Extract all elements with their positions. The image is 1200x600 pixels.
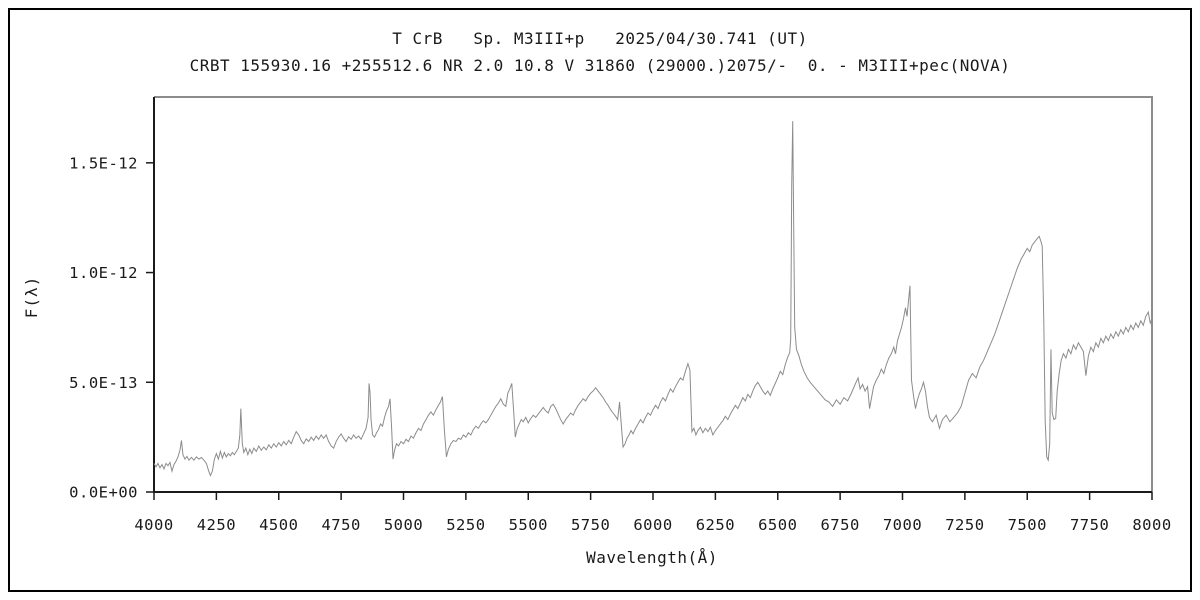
x-axis: 4000 4250 4500 4750 5000 5250 5500 5750 6000 6250… bbox=[134, 492, 1171, 534]
x-tick-label: 4500 bbox=[259, 516, 298, 534]
x-tick-label: 7250 bbox=[945, 516, 984, 534]
plot-box bbox=[153, 96, 1153, 493]
x-tick-label: 6250 bbox=[696, 516, 735, 534]
chart-title: T CrB Sp. M3III+p 2025/04/30.741 (UT) bbox=[392, 29, 808, 48]
spectrum-line bbox=[153, 121, 1153, 477]
x-tick-label: 7500 bbox=[1008, 516, 1047, 534]
x-tick-label: 5750 bbox=[571, 516, 610, 534]
chart-subtitle: CRBT 155930.16 +255512.6 NR 2.0 10.8 V 3… bbox=[189, 56, 1011, 75]
y-tick-label: 1.0E-12 bbox=[69, 264, 138, 282]
y-axis: 0.0E+00 5.0E-13 1.0E-12 1.5E-12 bbox=[69, 154, 154, 502]
x-tick-label: 8000 bbox=[1132, 516, 1171, 534]
x-tick-label: 5500 bbox=[509, 516, 548, 534]
x-tick-label: 7000 bbox=[883, 516, 922, 534]
y-tick-label: 1.5E-12 bbox=[69, 154, 138, 172]
y-tick-label: 5.0E-13 bbox=[69, 374, 138, 392]
x-tick-label: 5250 bbox=[446, 516, 485, 534]
x-tick-label: 7750 bbox=[1070, 516, 1109, 534]
x-tick-label: 5000 bbox=[384, 516, 423, 534]
x-tick-label: 4000 bbox=[134, 516, 173, 534]
x-tick-label: 6500 bbox=[758, 516, 797, 534]
y-tick-label: 0.0E+00 bbox=[69, 484, 138, 502]
x-tick-label: 4750 bbox=[321, 516, 360, 534]
x-tick-label: 6000 bbox=[633, 516, 672, 534]
x-tick-label: 4250 bbox=[197, 516, 236, 534]
x-tick-label: 6750 bbox=[820, 516, 859, 534]
